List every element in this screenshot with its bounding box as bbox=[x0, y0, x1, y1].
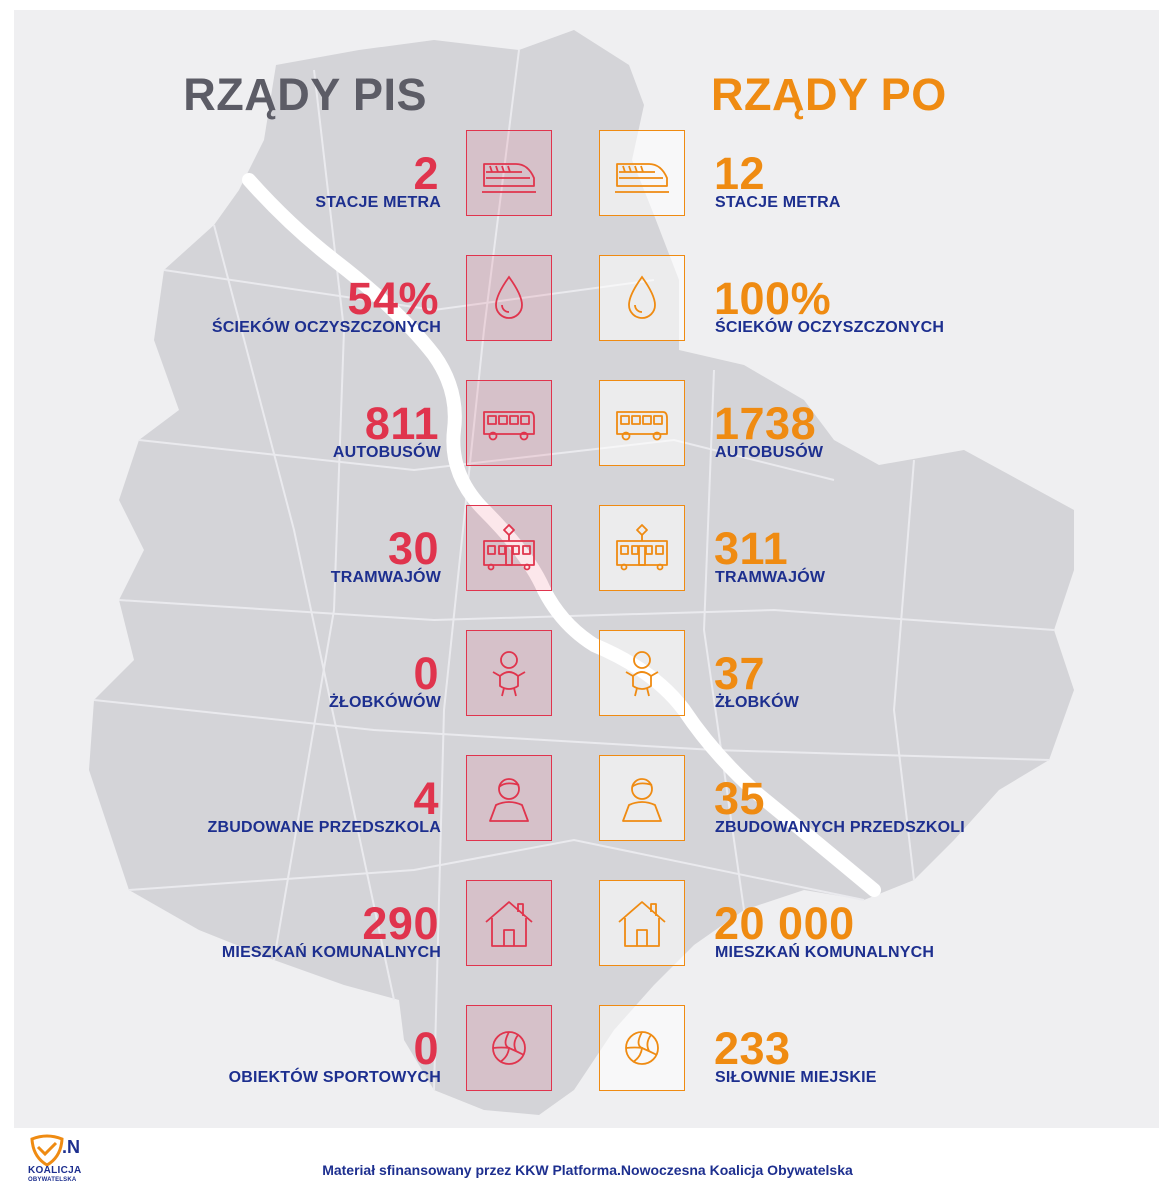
house-icon bbox=[618, 901, 666, 947]
po-icon-box bbox=[599, 255, 685, 341]
pis-icon-box bbox=[466, 380, 552, 466]
baby-icon bbox=[492, 651, 526, 697]
heading-po: RZĄDY PO bbox=[711, 69, 947, 120]
pis-icon-box bbox=[466, 630, 552, 716]
po-label: SIŁOWNIE MIEJSKIE bbox=[715, 1069, 877, 1086]
volleyball-icon bbox=[625, 1031, 659, 1065]
pis-icon-box bbox=[466, 880, 552, 966]
po-icon-box bbox=[599, 1005, 685, 1091]
po-label: TRAMWAJÓW bbox=[715, 569, 826, 586]
po-value: 233 bbox=[714, 1023, 791, 1074]
pis-icon-box bbox=[466, 755, 552, 841]
po-icon-box bbox=[599, 755, 685, 841]
row-metro: 2 STACJE METRA 12 STACJE METRA bbox=[14, 130, 1159, 220]
row-trams: 30 TRAMWAJÓW 311 TRAMWAJÓW bbox=[14, 505, 1159, 595]
vistula-river bbox=[242, 173, 881, 897]
po-label: AUTOBUSÓW bbox=[715, 444, 824, 461]
koalicja-logo: .N KOALICJA OBYWATELSKA bbox=[22, 1133, 92, 1195]
footer-disclaimer: Materiał sfinansowany przez KKW Platform… bbox=[322, 1162, 853, 1178]
pis-value: 0 bbox=[413, 648, 439, 699]
pis-value: 290 bbox=[362, 898, 439, 949]
pis-label: ŻŁOBKÓWÓW bbox=[329, 694, 441, 711]
pis-label: ŚCIEKÓW OCZYSZCZONYCH bbox=[211, 319, 441, 336]
logo-subtitle: OBYWATELSKA bbox=[28, 1177, 77, 1183]
street-lines bbox=[93, 49, 1055, 1091]
po-icon-box bbox=[599, 130, 685, 216]
child-icon bbox=[489, 778, 529, 822]
po-value: 20 000 bbox=[714, 898, 855, 949]
warsaw-map bbox=[89, 30, 1074, 1115]
pis-value: 811 bbox=[364, 398, 439, 449]
pis-value: 2 bbox=[413, 148, 439, 199]
po-value: 37 bbox=[714, 648, 766, 699]
metro-train-icon bbox=[482, 163, 536, 193]
pis-label: TRAMWAJÓW bbox=[330, 569, 441, 586]
po-label: STACJE METRA bbox=[715, 194, 841, 211]
pis-label: MIESZKAŃ KOMUNALNYCH bbox=[221, 944, 441, 961]
pis-label: ZBUDOWANE PRZEDSZKOLA bbox=[207, 819, 441, 836]
logo-name: KOALICJA bbox=[28, 1165, 82, 1176]
po-value: 311 bbox=[714, 523, 789, 574]
row-buses: 811 AUTOBUSÓW 1738 AUTOBUSÓW bbox=[14, 380, 1159, 470]
bus-icon bbox=[483, 411, 535, 441]
po-label: ZBUDOWANYCH PRZEDSZKOLI bbox=[715, 819, 965, 836]
pis-value: 30 bbox=[387, 523, 439, 574]
po-icon-box bbox=[599, 380, 685, 466]
po-label: MIESZKAŃ KOMUNALNYCH bbox=[715, 944, 935, 961]
volleyball-icon bbox=[492, 1031, 526, 1065]
po-label: ŚCIEKÓW OCZYSZCZONYCH bbox=[715, 319, 945, 336]
heading-pis: RZĄDY PIS bbox=[183, 69, 427, 120]
metro-train-icon bbox=[615, 163, 669, 193]
po-icon-box bbox=[599, 880, 685, 966]
pis-value: 4 bbox=[413, 773, 439, 824]
pis-value: 0 bbox=[413, 1023, 439, 1074]
po-label: ŻŁOBKÓW bbox=[715, 694, 800, 711]
po-value: 35 bbox=[714, 773, 766, 824]
pis-label: AUTOBUSÓW bbox=[332, 444, 441, 461]
po-value: 1738 bbox=[714, 398, 817, 449]
po-value: 100% bbox=[714, 273, 832, 324]
pis-value: 54% bbox=[347, 273, 439, 324]
po-icon-box bbox=[599, 630, 685, 716]
row-sewage: 54% ŚCIEKÓW OCZYSZCZONYCH 100% ŚCIEKÓW O… bbox=[14, 255, 1159, 345]
po-icon-box bbox=[599, 505, 685, 591]
pis-label: STACJE METRA bbox=[315, 194, 441, 211]
pis-icon-box bbox=[466, 255, 552, 341]
child-icon bbox=[622, 778, 662, 822]
water-drop-icon bbox=[628, 275, 656, 319]
water-drop-icon bbox=[495, 275, 523, 319]
tram-icon bbox=[483, 524, 535, 571]
row-kindergartens: 4 ZBUDOWANE PRZEDSZKOLA 35 ZBUDOWANYCH P… bbox=[14, 755, 1159, 845]
po-value: 12 bbox=[714, 148, 766, 199]
shield-icon bbox=[30, 1134, 64, 1167]
background-panel: RZĄDY PIS RZĄDY PO 2 STACJE METRA 12 STA… bbox=[14, 10, 1159, 1128]
logo-mark-text: .N bbox=[62, 1137, 80, 1157]
pis-label: OBIEKTÓW SPORTOWYCH bbox=[228, 1069, 441, 1086]
bus-icon bbox=[616, 411, 668, 441]
tram-icon bbox=[616, 524, 668, 571]
pis-icon-box bbox=[466, 505, 552, 591]
house-icon bbox=[485, 901, 533, 947]
pis-icon-box bbox=[466, 1005, 552, 1091]
row-nurseries: 0 ŻŁOBKÓWÓW 37 ŻŁOBKÓW bbox=[14, 630, 1159, 720]
row-housing: 290 MIESZKAŃ KOMUNALNYCH 20 000 MIESZKAŃ… bbox=[14, 880, 1159, 970]
baby-icon bbox=[625, 651, 659, 697]
pis-icon-box bbox=[466, 130, 552, 216]
row-sports: 0 OBIEKTÓW SPORTOWYCH 233 SIŁOWNIE MIEJS… bbox=[14, 1005, 1159, 1095]
